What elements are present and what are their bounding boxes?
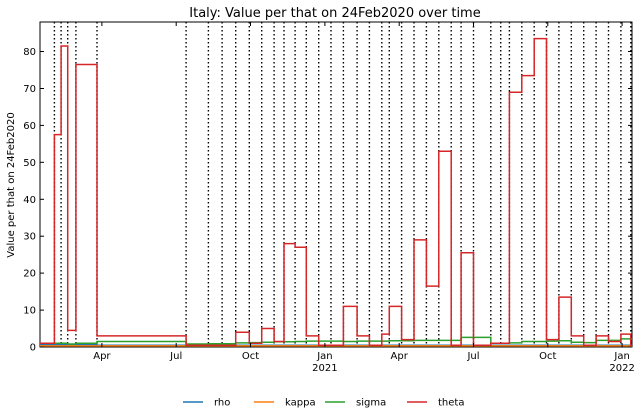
y-tick-label: 70 [23,84,36,95]
y-axis-label: Value per that on 24Feb2020 [6,112,17,257]
legend-label-theta: theta [438,398,464,409]
y-tick-label: 50 [23,158,36,169]
x-tick-label: Jan [316,351,332,362]
y-tick-label: 20 [23,269,36,280]
change-point-lines [53,22,632,347]
series-lines [40,37,632,347]
plot-area [39,21,633,348]
chart-title: Italy: Value per that on 24Feb2020 over … [189,6,480,21]
series-line-sigma [40,336,632,345]
x-tick-label: Jul [466,351,479,362]
x-tick-label: Oct [242,351,259,362]
y-tick-label: 40 [23,195,36,206]
x-tick-label: Apr [391,351,409,362]
x-tick-label: Jul [169,351,182,362]
legend-label-rho: rho [214,398,230,409]
y-tick-label: 10 [23,306,36,317]
y-tick-label: 30 [23,232,36,243]
x-tick-label: Oct [539,351,556,362]
legend: rho kappa sigma theta [183,398,464,409]
y-tick-label: 60 [23,121,36,132]
legend-label-sigma: sigma [356,398,386,409]
y-tick-label: 80 [23,47,36,58]
plot-frame [39,21,633,348]
x-tick-label: Jan [613,351,629,362]
x-tick-year-label: 2021 [312,363,337,374]
y-axis-ticks: 0 10 20 30 40 50 60 70 80 [23,47,632,354]
x-tick-label: Apr [93,351,111,362]
legend-label-kappa: kappa [285,398,316,409]
series-line-theta [40,37,632,346]
x-tick-year-label: 2022 [609,363,634,374]
y-tick-label: 0 [30,343,36,354]
